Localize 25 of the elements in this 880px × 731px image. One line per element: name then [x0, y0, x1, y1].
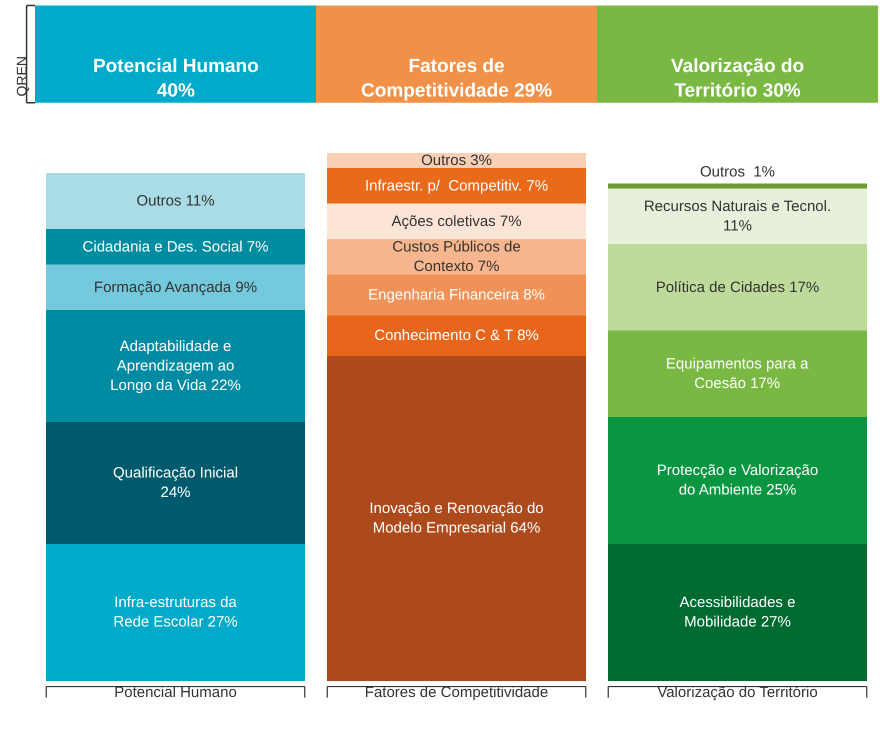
data-label: Equipamentos para a Coesão 17%	[666, 355, 810, 392]
data-label: Recursos Naturais e Tecnol. 11%	[644, 198, 832, 235]
data-label: Infra-estruturas da Rede Escolar 27%	[113, 594, 238, 631]
data-label: Ações coletivas 7%	[391, 212, 522, 230]
data-label: Cidadania e Des. Social 7%	[82, 238, 268, 256]
x-tick-label: Valorização do Território	[657, 684, 818, 701]
data-label: Formação Avançada 9%	[94, 278, 258, 296]
data-label: Acessibilidades e Mobilidade 27%	[680, 594, 796, 631]
data-label: Outros 11%	[136, 192, 215, 210]
data-label: Custos Públicos de Contexto 7%	[392, 238, 521, 276]
data-label: Outros 3%	[421, 152, 492, 169]
data-label: Infraestr. p/ Competitiv. 7%	[364, 177, 548, 194]
data-label: Outros 1%	[700, 163, 776, 180]
text: Fatores de Competitividade 29%	[361, 56, 552, 102]
data-label: Protecção e Valorização do Ambiente 25%	[656, 462, 818, 499]
data-label: Adaptabilidade e Aprendizagem ao Longo da Vida 22%	[110, 338, 241, 394]
data-label: Engenharia Financeira 8%	[368, 286, 545, 304]
data-label: Inovação e Renovação do Modelo Empresarial 64%	[369, 500, 544, 537]
x-tick-label: Potencial Humano	[114, 684, 237, 701]
data-label: Conhecimento C & T 8%	[374, 327, 539, 344]
text: Potencial Humano 40%	[93, 56, 259, 102]
data-label: Política de Cidades 17%	[656, 278, 820, 296]
x-tick-label: Fatores de Competitividade	[364, 684, 548, 701]
data-label: Qualificação Inicial 24%	[112, 464, 238, 502]
text: Valorização do Território 30%	[671, 56, 804, 102]
